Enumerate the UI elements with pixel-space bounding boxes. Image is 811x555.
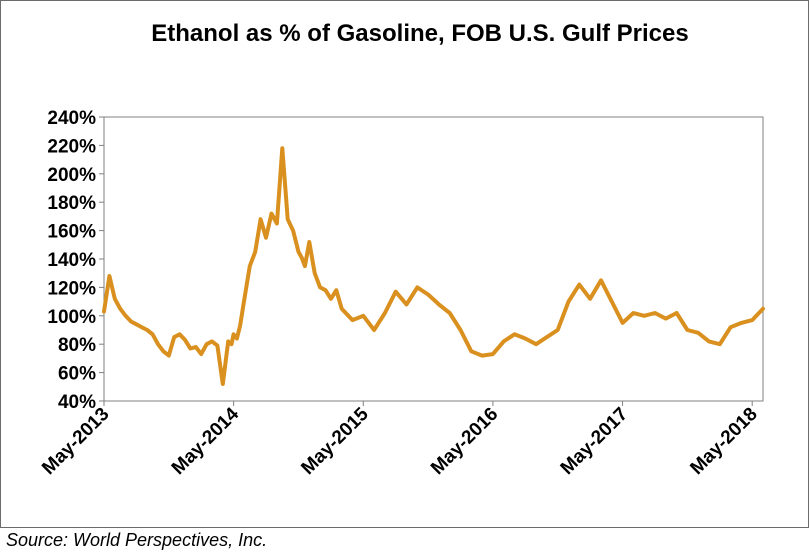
x-tick-label: May-2015 (297, 403, 373, 479)
x-axis: May-2013 May-2014 May-2015 May-2016 May-2017… (38, 401, 762, 479)
x-tick-label: May-2014 (168, 403, 244, 479)
series-line (102, 146, 765, 386)
plot-border (103, 116, 764, 402)
y-tick-label: 200% (47, 165, 96, 186)
y-tick-label: 40% (58, 392, 96, 413)
y-tick-label: 160% (47, 222, 96, 243)
x-tick-label: May-2016 (427, 404, 502, 479)
chart-frame (0, 0, 809, 528)
chart-title: Ethanol as % of Gasoline, FOB U.S. Gulf … (151, 20, 689, 47)
line-chart: 40% 60% 80% 100% 120% 140% 160% 180% 200% 220% 240… (38, 108, 765, 479)
y-tick-label: 240% (47, 108, 96, 129)
y-tick-label: 100% (47, 307, 96, 328)
source-note: Source: World Perspectives, Inc. (6, 530, 268, 550)
y-tick-label: 60% (58, 364, 96, 385)
x-tick-label: May-2013 (38, 404, 113, 479)
y-axis: 40% 60% 80% 100% 120% 140% 160% 180% 200% 220% 240… (47, 108, 104, 413)
y-tick-label: 220% (47, 136, 96, 157)
plot-area (102, 116, 765, 402)
y-tick-label: 180% (47, 193, 96, 214)
x-tick-label: May-2018 (686, 404, 761, 479)
y-tick-label: 80% (58, 335, 96, 356)
y-tick-label: 140% (47, 250, 96, 271)
y-tick-label: 120% (47, 278, 96, 299)
x-tick-label: May-2017 (557, 404, 632, 479)
